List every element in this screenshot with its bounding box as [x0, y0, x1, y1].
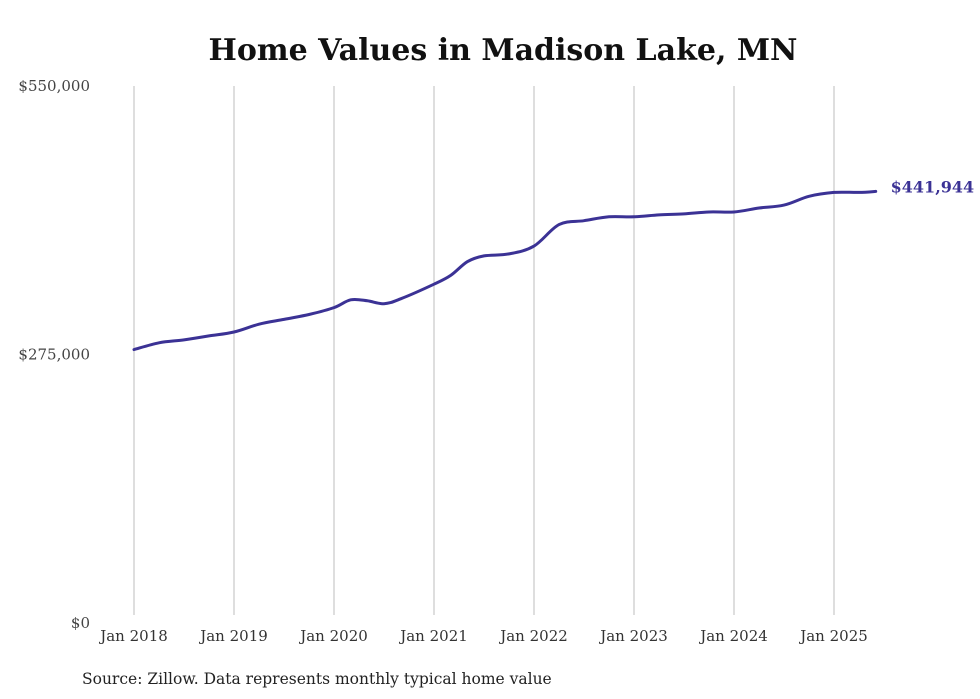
- x-tick-label: Jan 2019: [198, 627, 268, 645]
- y-tick-label: $275,000: [18, 346, 90, 364]
- source-note: Source: Zillow. Data represents monthly …: [82, 670, 552, 688]
- x-tick-label: Jan 2020: [298, 627, 368, 645]
- y-axis: $0 $275,000 $550,000: [18, 77, 90, 632]
- x-tick-label: Jan 2021: [398, 627, 468, 645]
- x-tick-label: Jan 2024: [698, 627, 768, 645]
- x-tick-label: Jan 2018: [98, 627, 168, 645]
- x-tick-label: Jan 2022: [498, 627, 568, 645]
- x-tick-label: Jan 2025: [798, 627, 868, 645]
- series: $441,944: [132, 177, 975, 352]
- grid: [133, 86, 835, 615]
- y-tick-label: $550,000: [18, 77, 90, 95]
- y-tick-label: $0: [71, 614, 90, 632]
- x-axis: Jan 2018 Jan 2019 Jan 2020 Jan 2021 Jan 2022…: [98, 627, 868, 645]
- end-value-label: $441,944: [891, 177, 975, 196]
- series-line: [132, 189, 878, 352]
- x-tick-label: Jan 2023: [598, 627, 668, 645]
- chart-title: Home Values in Madison Lake, MN: [209, 33, 798, 68]
